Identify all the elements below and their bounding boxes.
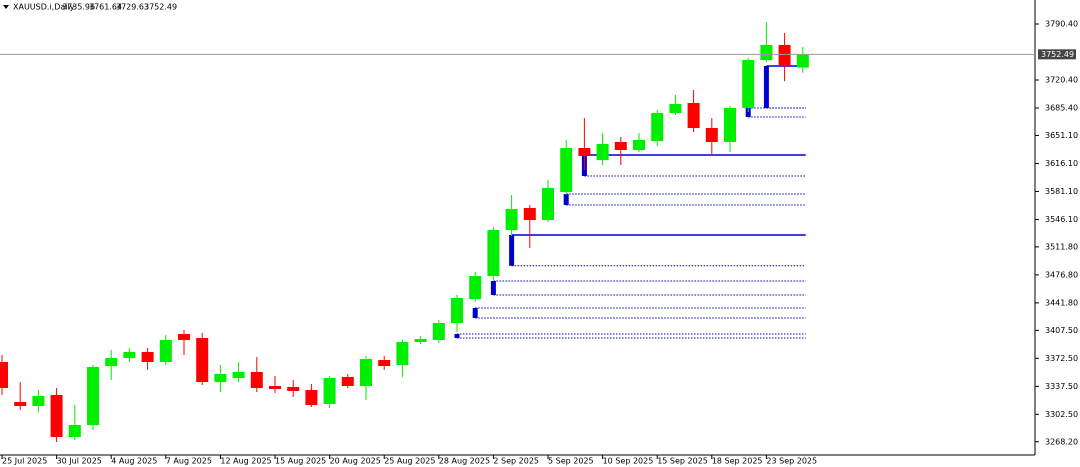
candle-body: [414, 339, 427, 342]
candle-body: [14, 402, 27, 406]
zone-bar: [745, 108, 751, 117]
candle-body: [123, 352, 136, 358]
candle-body: [87, 367, 99, 425]
y-tick-label: 3546.10: [1045, 215, 1078, 224]
candle-body: [505, 209, 518, 230]
candle-body: [669, 104, 682, 113]
candle-body: [687, 103, 700, 128]
x-tick-label: 12 Aug 2025: [220, 457, 271, 466]
x-tick-label: 5 Sep 2025: [548, 457, 594, 466]
candle-body: [159, 340, 172, 362]
y-tick-label: 3441.80: [1045, 298, 1078, 307]
x-tick-label: 2 Sep 2025: [493, 457, 539, 466]
header-high: 3761.64: [89, 3, 122, 12]
candle-body: [232, 372, 245, 378]
candle-body: [196, 338, 209, 382]
last-price-label: 3752.49: [1041, 50, 1074, 59]
y-tick-label: 3372.50: [1045, 354, 1078, 363]
header-open: 3735.96: [62, 3, 95, 12]
candle-body: [378, 360, 391, 366]
x-tick-label: 20 Aug 2025: [330, 457, 381, 466]
candle-body: [32, 396, 45, 406]
candle-body: [0, 362, 8, 388]
candle-body: [523, 208, 536, 220]
x-tick-label: 7 Aug 2025: [166, 457, 212, 466]
candle-body: [614, 142, 627, 150]
y-tick-label: 3302.50: [1045, 410, 1078, 419]
candle-body: [778, 45, 791, 66]
x-tick-label: 28 Aug 2025: [439, 457, 490, 466]
candle-body: [287, 387, 300, 391]
zone-bar: [509, 235, 515, 266]
candle-body: [487, 230, 500, 276]
zone-bar: [563, 194, 569, 205]
y-tick-label: 3790.40: [1045, 20, 1078, 29]
y-tick-label: 3720.40: [1045, 76, 1078, 85]
y-tick-label: 3476.80: [1045, 270, 1078, 279]
y-tick-label: 3685.40: [1045, 104, 1078, 113]
symbol: XAUUSD.i,Daily: [13, 3, 75, 12]
x-tick-label: 15 Aug 2025: [275, 457, 326, 466]
candle-body: [323, 378, 336, 404]
header-low: 3729.63: [116, 3, 149, 12]
y-tick-label: 3651.10: [1045, 131, 1078, 140]
y-tick-label: 3337.50: [1045, 382, 1078, 391]
candle-body: [596, 144, 609, 160]
zone-bar: [490, 281, 496, 295]
candle-body: [633, 140, 645, 150]
candle-body: [560, 148, 573, 192]
candle-body: [724, 108, 736, 142]
x-tick-label: 30 Jul 2025: [57, 457, 102, 466]
y-tick-label: 3581.10: [1045, 187, 1078, 196]
candle-body: [360, 359, 372, 386]
candle-body: [578, 148, 591, 156]
x-tick-label: 15 Sep 2025: [657, 457, 708, 466]
zone-bar: [472, 308, 478, 318]
candle-body: [305, 390, 318, 405]
menu-arrow[interactable]: [3, 5, 9, 9]
candle-body: [141, 352, 154, 362]
y-tick-label: 3511.80: [1045, 242, 1078, 251]
header-close: 3752.49: [144, 3, 177, 12]
candle-body: [451, 298, 463, 323]
candle-body: [50, 395, 63, 437]
candle-body: [542, 188, 554, 220]
zone-bar: [454, 334, 460, 338]
candle-body: [178, 334, 190, 340]
candle-body: [396, 342, 409, 365]
candle-body: [341, 377, 354, 386]
x-tick-label: 18 Sep 2025: [712, 457, 763, 466]
candle-body: [68, 425, 81, 437]
candle-body: [742, 60, 755, 108]
candle-body: [651, 113, 664, 141]
candle-body: [214, 374, 227, 382]
candle-body: [705, 128, 718, 142]
candle-body: [469, 276, 482, 299]
x-tick-label: 25 Jul 2025: [2, 457, 47, 466]
candle-body: [432, 323, 445, 340]
zone-bar: [763, 66, 769, 108]
candle-body: [760, 45, 773, 60]
y-tick-label: 3407.50: [1045, 326, 1078, 335]
y-tick-label: 3268.20: [1045, 437, 1078, 446]
x-tick-label: 4 Aug 2025: [111, 457, 157, 466]
candle-body: [269, 386, 281, 389]
candle-body: [105, 358, 118, 366]
y-tick-label: 3616.10: [1045, 159, 1078, 168]
last-price-box: [1038, 49, 1076, 60]
x-tick-label: 10 Sep 2025: [603, 457, 654, 466]
x-tick-label: 23 Sep 2025: [766, 457, 817, 466]
candle-body: [250, 372, 263, 388]
x-tick-label: 25 Aug 2025: [384, 457, 435, 466]
candle-body: [796, 54, 809, 68]
